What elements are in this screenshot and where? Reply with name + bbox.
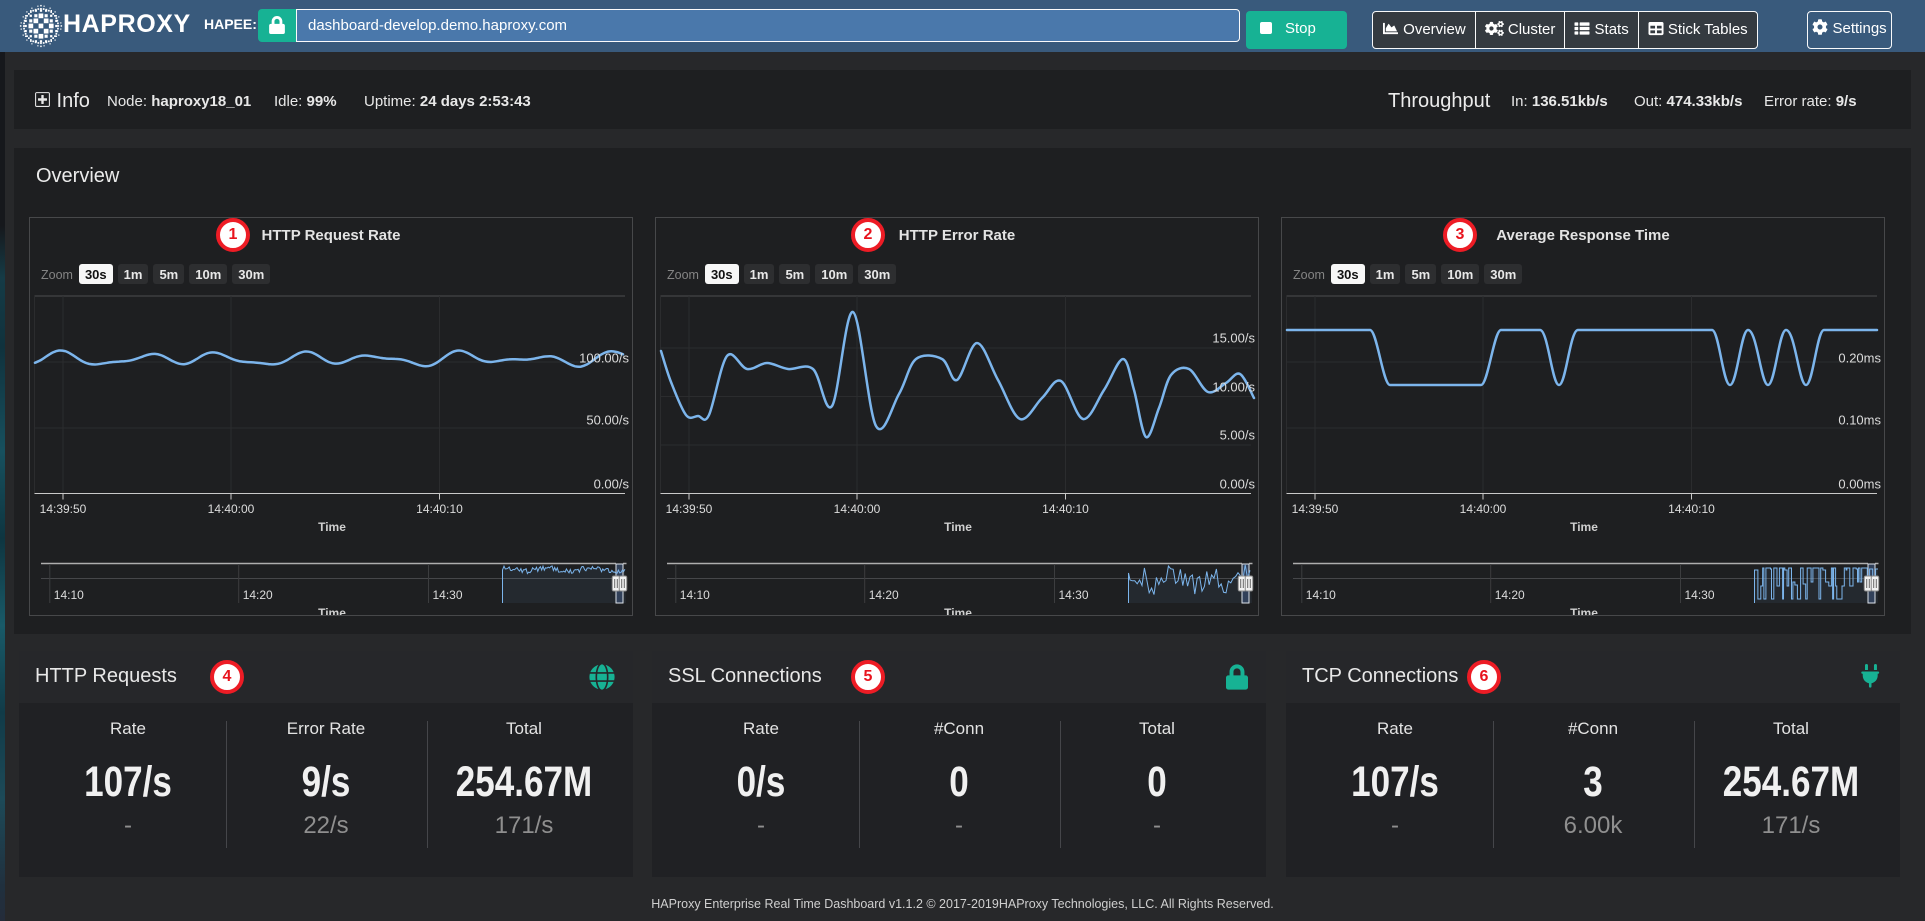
- svg-text:14:40:00: 14:40:00: [1460, 502, 1507, 516]
- svg-text:14:30: 14:30: [1059, 588, 1089, 602]
- svg-text:14:10: 14:10: [54, 588, 84, 602]
- svg-text:50.00/s: 50.00/s: [586, 413, 629, 428]
- svg-text:Time: Time: [1570, 606, 1598, 615]
- svg-text:14:20: 14:20: [869, 588, 899, 602]
- svg-text:14:30: 14:30: [433, 588, 463, 602]
- svg-text:10.00/s: 10.00/s: [1212, 380, 1255, 395]
- svg-text:0.00/s: 0.00/s: [1220, 477, 1256, 492]
- svg-text:14:39:50: 14:39:50: [666, 502, 713, 516]
- svg-text:0.20ms: 0.20ms: [1838, 351, 1881, 366]
- svg-text:14:40:00: 14:40:00: [208, 502, 255, 516]
- svg-text:14:10: 14:10: [1306, 588, 1336, 602]
- svg-text:0.10ms: 0.10ms: [1838, 413, 1881, 428]
- svg-text:Time: Time: [1570, 520, 1598, 534]
- svg-text:14:10: 14:10: [680, 588, 710, 602]
- svg-text:Time: Time: [318, 520, 346, 534]
- svg-text:5.00/s: 5.00/s: [1220, 428, 1256, 443]
- svg-text:14:40:10: 14:40:10: [1042, 502, 1089, 516]
- svg-text:14:30: 14:30: [1685, 588, 1715, 602]
- svg-text:100.00/s: 100.00/s: [579, 351, 629, 366]
- svg-text:Time: Time: [944, 520, 972, 534]
- svg-text:0.00ms: 0.00ms: [1838, 477, 1881, 492]
- svg-text:Time: Time: [318, 606, 346, 615]
- svg-text:14:40:10: 14:40:10: [1668, 502, 1715, 516]
- svg-text:14:20: 14:20: [1495, 588, 1525, 602]
- svg-text:15.00/s: 15.00/s: [1212, 331, 1255, 346]
- svg-text:Time: Time: [944, 606, 972, 615]
- svg-text:14:40:10: 14:40:10: [416, 502, 463, 516]
- svg-text:0.00/s: 0.00/s: [594, 477, 630, 492]
- svg-text:14:40:00: 14:40:00: [834, 502, 881, 516]
- svg-text:14:39:50: 14:39:50: [40, 502, 87, 516]
- svg-text:14:39:50: 14:39:50: [1292, 502, 1339, 516]
- svg-text:14:20: 14:20: [243, 588, 273, 602]
